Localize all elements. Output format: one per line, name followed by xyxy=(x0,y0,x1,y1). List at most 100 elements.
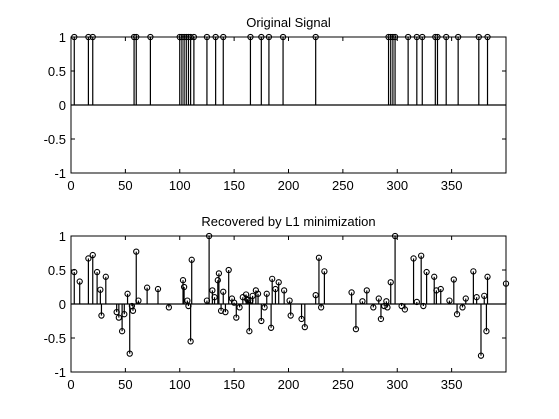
stem-marker xyxy=(247,33,254,41)
stem-marker xyxy=(71,268,78,276)
stem-marker xyxy=(97,286,104,293)
stem-marker xyxy=(246,328,253,335)
stem-marker xyxy=(443,33,450,41)
x-tick-label: 100 xyxy=(169,178,191,193)
x-tick-label: 250 xyxy=(332,377,354,392)
stem-marker xyxy=(258,317,265,325)
stem-marker xyxy=(225,266,232,274)
stem-marker xyxy=(211,294,218,301)
stem-marker xyxy=(275,279,282,286)
stem-marker xyxy=(263,290,270,297)
stem-marker xyxy=(301,323,308,331)
stem-marker xyxy=(473,294,480,301)
stem-marker xyxy=(102,273,109,280)
subplot-recovered-signal: Recovered by L1 minimization 0 50 100 150 200… xyxy=(44,214,510,392)
stem-marker xyxy=(384,304,391,311)
stem-marker xyxy=(85,255,92,262)
y-tick-label: -1 xyxy=(54,166,66,181)
y-tick-label: 0 xyxy=(59,98,66,113)
stem-marker xyxy=(279,33,287,41)
stem-marker xyxy=(286,297,293,304)
stem-marker xyxy=(261,304,268,311)
stem-marker xyxy=(165,304,173,311)
stem-marker xyxy=(85,33,92,41)
x-tick-label: 0 xyxy=(67,178,74,193)
x-tick-label: 50 xyxy=(118,178,132,193)
stem-marker xyxy=(76,278,83,285)
stem-marker xyxy=(312,33,319,41)
stem-marker xyxy=(188,256,195,263)
stem-marker xyxy=(450,276,457,283)
stem-marker xyxy=(118,328,126,335)
stem-marker xyxy=(180,283,188,291)
stem-marker xyxy=(267,324,275,331)
x-tick-label: 150 xyxy=(223,377,245,392)
stem-marker xyxy=(363,287,370,294)
stem-marker xyxy=(233,314,240,321)
stem-marker xyxy=(89,33,96,41)
stem-marker xyxy=(115,314,122,321)
stem-marker xyxy=(71,33,78,41)
stem-marker xyxy=(129,307,137,314)
stem-marker xyxy=(401,306,409,313)
stem-marker xyxy=(454,33,462,41)
stem-marker xyxy=(190,33,198,41)
stem-marker xyxy=(423,268,430,276)
stem-marker xyxy=(236,304,243,311)
stem-marker xyxy=(258,33,265,41)
stem-marker xyxy=(502,280,510,287)
x-tick-label: 350 xyxy=(441,377,463,392)
stem-marker xyxy=(434,33,441,41)
stem-marker xyxy=(462,295,469,302)
stem-marker xyxy=(383,298,390,305)
stem-marker xyxy=(398,302,405,310)
stem-marker xyxy=(321,268,328,275)
stem-marker xyxy=(98,312,105,319)
x-tick-label: 300 xyxy=(386,178,408,193)
x-tick-label: 50 xyxy=(118,377,132,392)
y-tick-label: -0.5 xyxy=(44,331,66,346)
stem-marker xyxy=(133,33,140,41)
stem-marker xyxy=(420,302,427,310)
stem-marker xyxy=(133,248,140,255)
stem-marker xyxy=(121,311,128,318)
y-tick-label: 1 xyxy=(59,229,66,244)
stem-marker xyxy=(348,289,355,296)
stem-marker xyxy=(404,33,412,41)
stem-marker xyxy=(147,33,154,41)
stem-marker xyxy=(222,309,229,316)
stem-marker xyxy=(446,297,453,304)
x-tick-label: 300 xyxy=(386,377,408,392)
stem-marker xyxy=(459,304,466,311)
subplot-original-signal: Original Signal 0 50 100 150 200 250 300 350 1 0.5… xyxy=(44,15,507,193)
stem-marker xyxy=(93,268,101,276)
stem-marker xyxy=(272,285,279,293)
stem-marker xyxy=(391,33,399,41)
stem-marker xyxy=(126,350,133,357)
stem-marker xyxy=(179,277,187,284)
x-tick-label: 100 xyxy=(169,377,191,392)
chart-title: Original Signal xyxy=(246,15,331,30)
x-tick-label: 200 xyxy=(278,178,300,193)
stem-marker xyxy=(470,268,477,275)
stem-marker xyxy=(212,33,219,41)
stem-marker xyxy=(391,232,399,240)
y-tick-label: 1 xyxy=(59,30,66,45)
stem-marker xyxy=(475,33,482,41)
stem-marker xyxy=(205,232,213,240)
stem-marker xyxy=(477,352,485,359)
y-tick-label: 0 xyxy=(59,297,66,312)
y-tick-label: -0.5 xyxy=(44,132,66,147)
stem-marker xyxy=(387,279,394,286)
stem-marker xyxy=(143,284,151,291)
x-tick-label: 150 xyxy=(223,178,245,193)
x-tick-label: 350 xyxy=(441,178,463,193)
chart-title: Recovered by L1 minimization xyxy=(201,214,375,229)
stem-marker xyxy=(89,251,96,259)
stem-marker xyxy=(214,277,221,284)
stem-marker xyxy=(298,315,305,323)
stem-marker xyxy=(249,292,256,299)
stem-marker xyxy=(315,254,323,261)
stem-marker xyxy=(410,255,417,262)
